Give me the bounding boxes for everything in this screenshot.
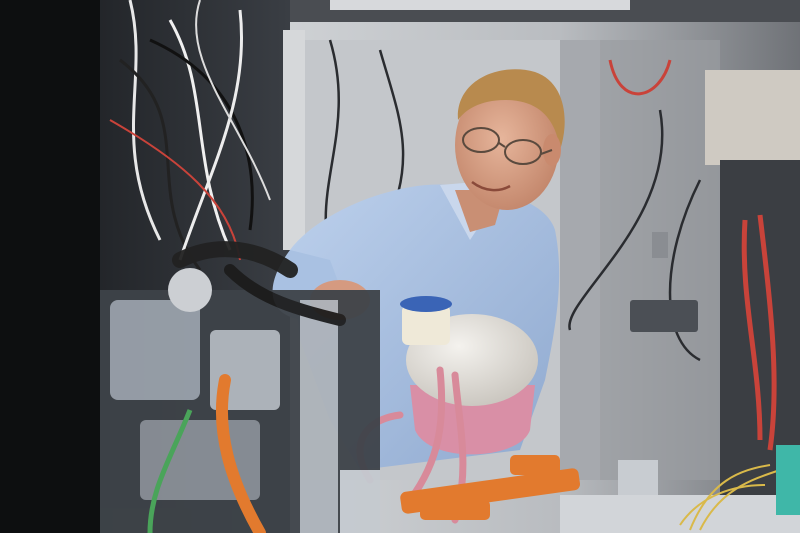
teal-block bbox=[776, 445, 800, 515]
orange-connectors bbox=[400, 455, 581, 520]
left-pillar bbox=[0, 0, 100, 533]
hair bbox=[457, 69, 565, 150]
metal-post bbox=[283, 30, 305, 250]
mouth bbox=[471, 180, 511, 192]
blue-cap bbox=[400, 296, 452, 312]
wall-shadow-right bbox=[560, 40, 720, 480]
foreground-machinery bbox=[100, 241, 380, 533]
wall-switch bbox=[652, 232, 668, 258]
top-red-cable bbox=[608, 59, 672, 96]
rack-cables bbox=[109, 0, 271, 271]
vignette-left bbox=[0, 0, 100, 533]
right-red-cables bbox=[741, 214, 777, 451]
reservoir-neck bbox=[402, 305, 450, 345]
right-shelf bbox=[705, 70, 800, 165]
top-beam bbox=[330, 0, 630, 10]
bench-plate bbox=[560, 495, 800, 533]
glasses bbox=[462, 127, 553, 165]
yellow-wires bbox=[679, 464, 781, 531]
wall-socket bbox=[630, 300, 698, 332]
orange-tube bbox=[215, 374, 266, 533]
green-wire bbox=[147, 409, 193, 533]
